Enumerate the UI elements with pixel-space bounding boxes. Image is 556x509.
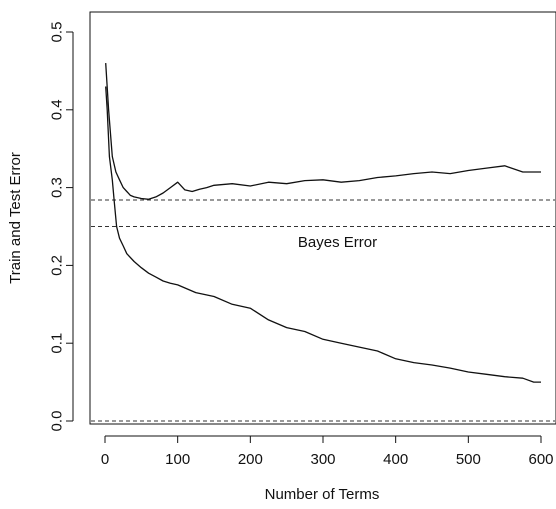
y-axis: 0.0 0.1 0.2 0.3 0.4 0.5 [49, 22, 74, 432]
annotation-bayes-error: Bayes Error [298, 234, 377, 251]
x-tick-label-6: 600 [528, 451, 553, 468]
x-tick-label-2: 200 [238, 451, 263, 468]
series-group [105, 63, 541, 383]
x-tick-label-5: 500 [456, 451, 481, 468]
annotations: Bayes Error [298, 234, 377, 251]
reference-lines [91, 199, 555, 422]
series-line-1 [105, 86, 541, 383]
y-tick-label-4: 0.4 [49, 99, 66, 120]
y-tick-label-2: 0.2 [49, 255, 66, 276]
plot-frame [89, 11, 556, 425]
y-tick-label-0: 0.0 [49, 411, 66, 432]
x-axis: 0 100 200 300 400 500 600 [101, 435, 554, 468]
series-line-0 [105, 63, 541, 200]
x-axis-title: Number of Terms [265, 486, 380, 503]
y-tick-label-3: 0.3 [49, 177, 66, 198]
y-axis-title: Train and Test Error [7, 152, 24, 284]
x-tick-label-1: 100 [165, 451, 190, 468]
x-tick-label-4: 400 [383, 451, 408, 468]
x-tick-label-0: 0 [101, 451, 109, 468]
y-tick-label-5: 0.5 [49, 22, 66, 43]
x-tick-label-3: 300 [310, 451, 335, 468]
y-tick-label-1: 0.1 [49, 333, 66, 354]
